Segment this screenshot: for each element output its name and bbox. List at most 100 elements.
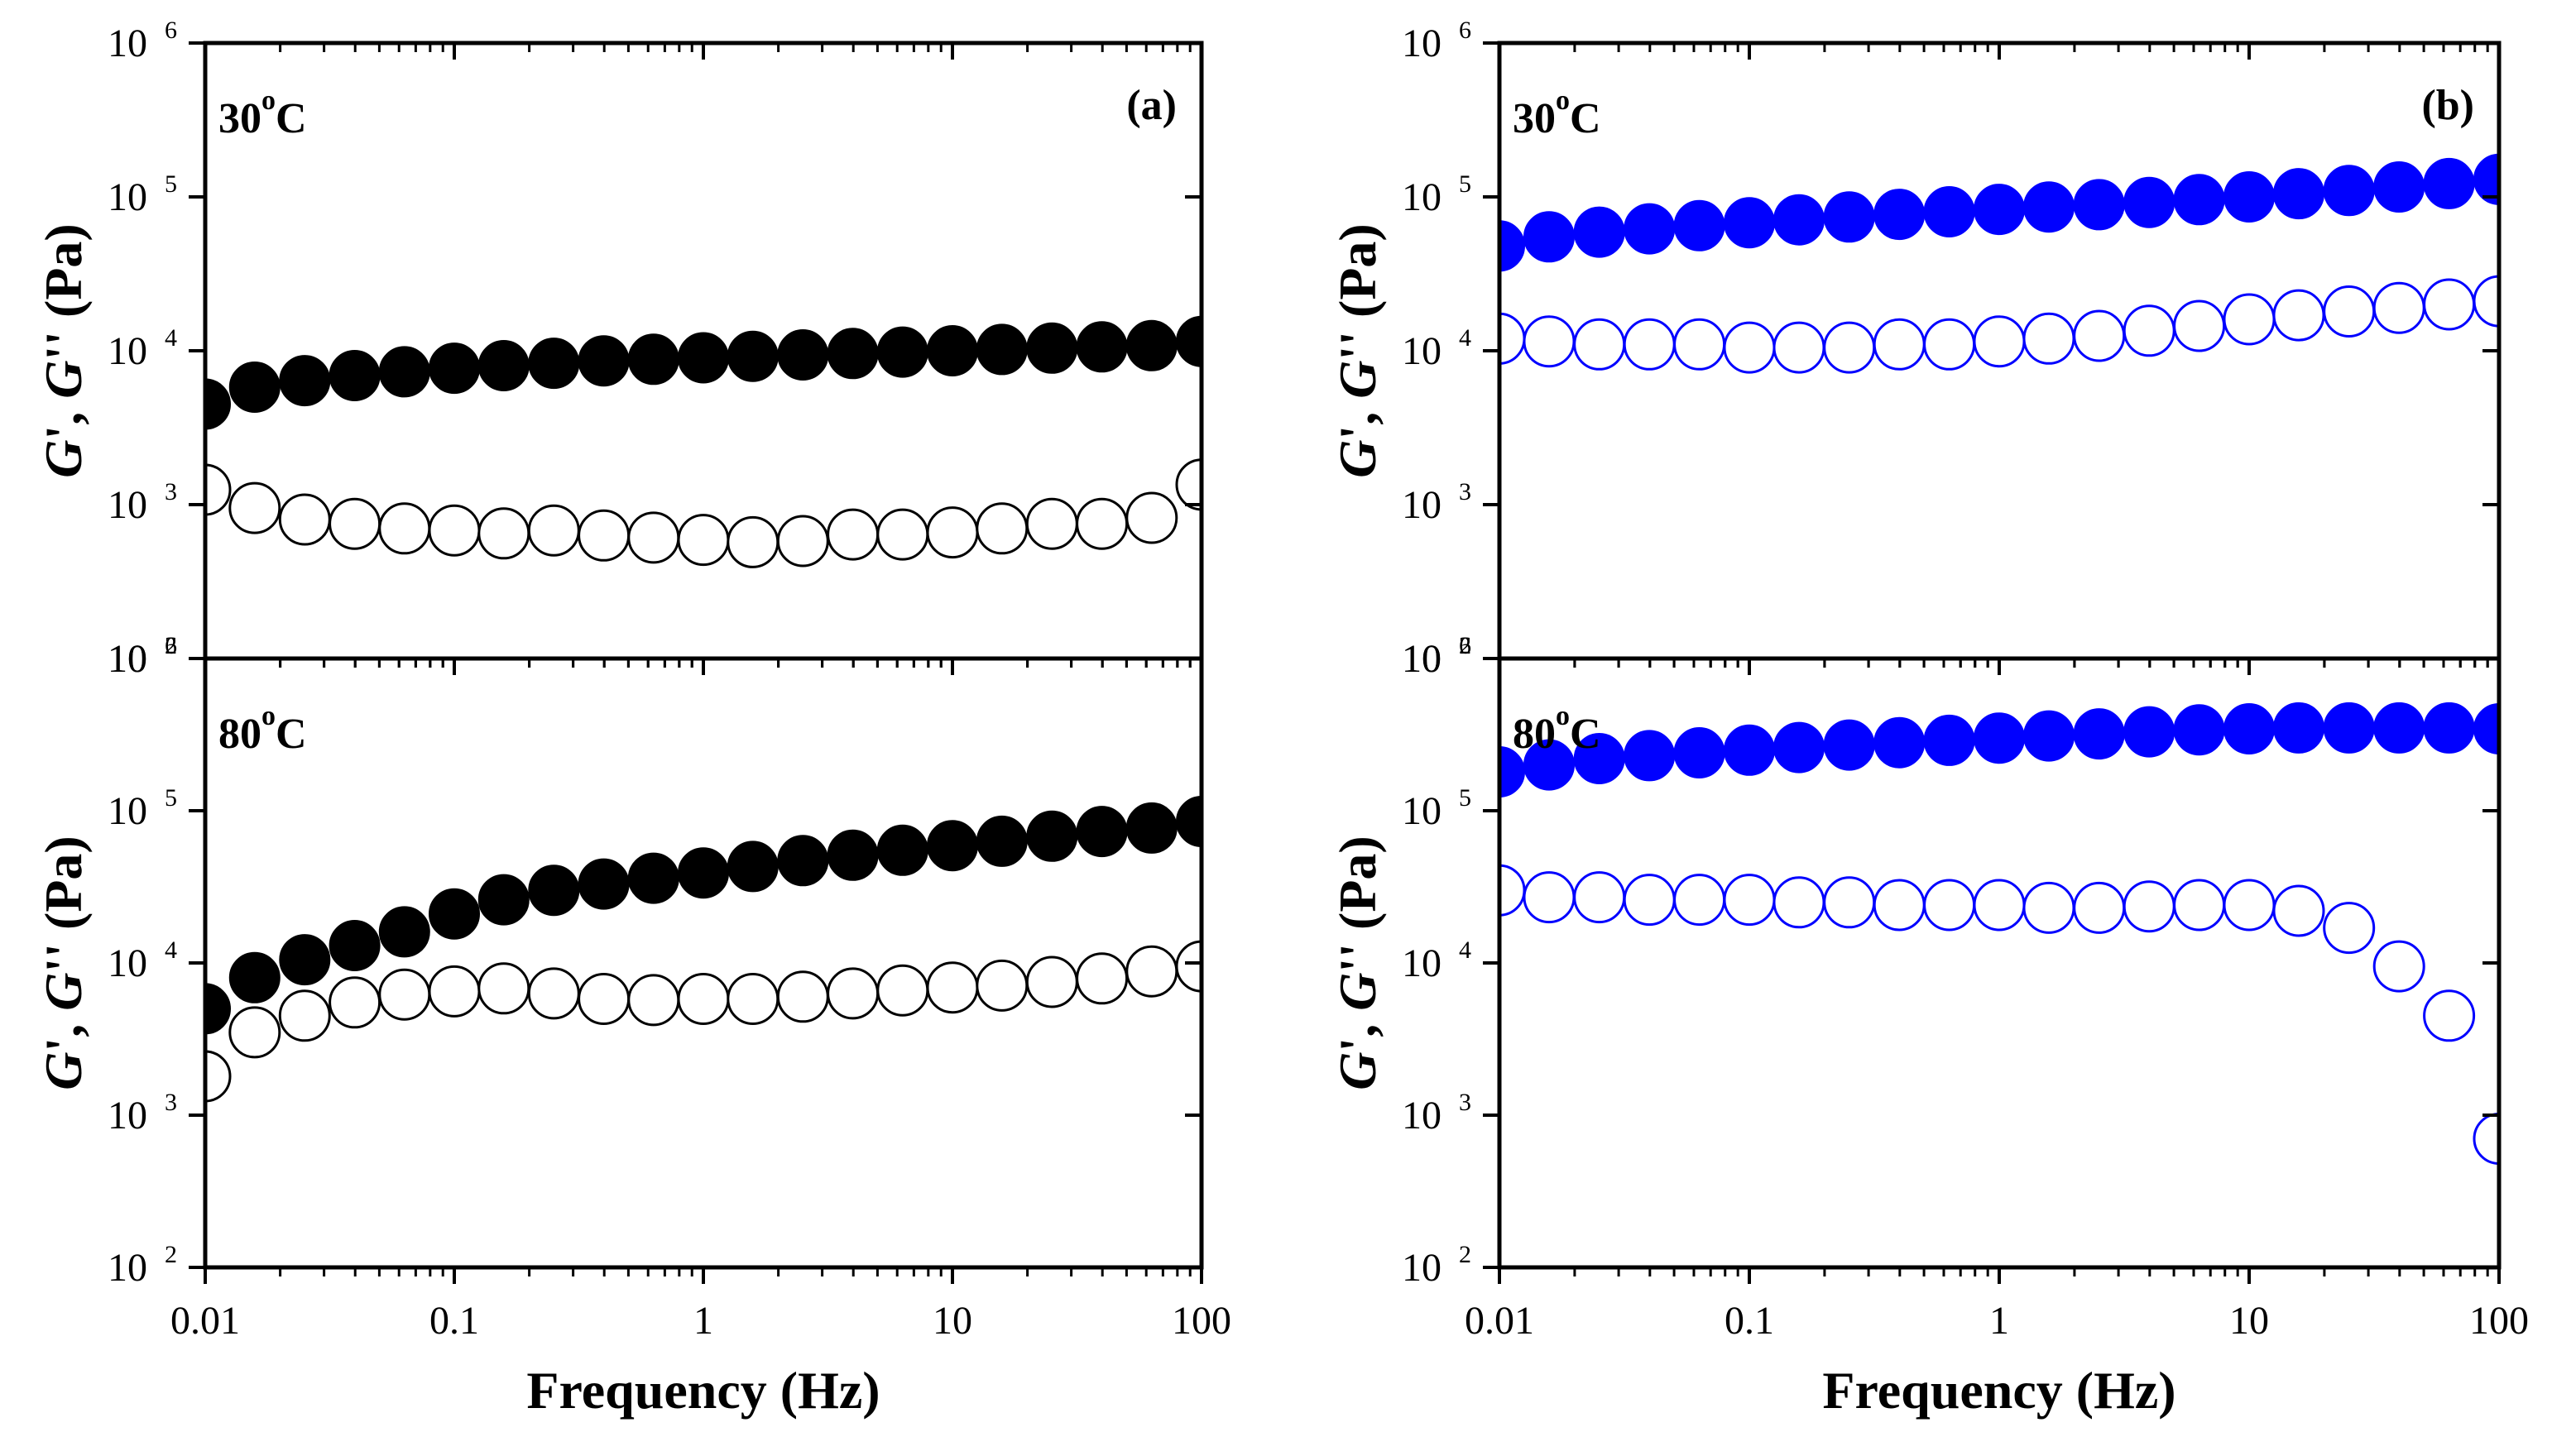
g-prime-marker [1773,721,1825,774]
g-prime-marker [477,340,530,391]
y-axis-title-g: G [1328,440,1387,478]
g-double-prime-marker [776,515,829,568]
g-double-prime-marker [2423,989,2476,1042]
g-double-prime-marker [378,502,431,555]
g-prime-marker [2023,710,2075,762]
y-axis-title: G', G'' (Pa) [1328,223,1387,478]
g-prime-marker [2173,704,2225,756]
x-tick-label: 0.1 [429,1299,479,1343]
y-tick-label: 10 [108,1094,147,1138]
g-prime-marker [528,338,580,390]
g-double-prime-marker [1723,874,1776,927]
g-double-prime-marker [1523,871,1576,924]
y-axis-title-sep: ', [34,399,93,440]
g-prime-marker [205,378,231,430]
y-tick-exponent: 5 [165,170,177,198]
y-axis-title-g2: G [34,973,93,1011]
g-double-prime-marker [428,504,481,557]
g-prime-marker [627,852,679,904]
g-double-prime-marker [1823,321,1876,374]
g-double-prime-marker [727,515,780,568]
g-prime-marker [2223,703,2275,754]
g-double-prime-marker [976,502,1029,555]
y-tick-label: 10 [1402,637,1441,681]
temperature-label: 30oC [1513,85,1601,142]
x-tick-label: 0.01 [1465,1299,1534,1343]
y-tick-exponent: 3 [1459,1089,1471,1116]
temperature-value: 30 [1513,95,1556,142]
y-tick-exponent: 4 [1459,936,1471,964]
y-tick-exponent: 4 [165,936,177,964]
g-double-prime-marker [205,1050,232,1103]
g-double-prime-marker [827,508,880,561]
y-tick-exponent: 5 [1459,170,1471,198]
x-axis-title: Frequency (Hz) [1822,1361,2175,1420]
y-axis-title-end: '' (Pa) [34,223,93,360]
g-double-prime-marker [1673,318,1726,371]
x-tick-label: 1 [693,1299,713,1343]
g-double-prime-marker [1923,879,1976,932]
data-markers [1499,153,2499,374]
g-prime-marker [976,815,1028,867]
g-double-prime-marker [677,973,730,1025]
g-prime-marker [1974,184,2025,236]
y-axis-title-g2: G [34,361,93,399]
y-tick-label: 10 [1402,1094,1441,1138]
g-prime-marker [777,329,829,381]
temperature-label: 30oC [218,85,307,142]
y-axis-title: G', G'' (Pa) [1328,836,1387,1090]
g-prime-marker [2223,171,2275,223]
y-tick-exponent: 6 [165,17,177,44]
g-double-prime-marker [329,976,381,1029]
g-double-prime-marker [228,1006,281,1059]
g-double-prime-marker [1673,874,1726,927]
g-double-prime-marker [2372,281,2425,334]
g-prime-marker [1974,712,2025,764]
g-double-prime-marker [1125,491,1178,544]
g-prime-marker [1873,716,1926,769]
x-tick-label: 0.1 [1725,1299,1774,1343]
g-double-prime-marker [2173,299,2226,352]
y-axis-title-sep: ', [1328,1011,1387,1052]
y-tick-exponent: 5 [1459,784,1471,812]
g-prime-marker [1499,746,1525,797]
x-tick-label: 10 [2229,1299,2269,1343]
g-double-prime-marker [2022,312,2075,365]
y-tick-exponent: 2 [1459,632,1471,659]
g-prime-marker [1624,203,1676,255]
g-double-prime-marker [2123,880,2175,933]
y-tick-label: 10 [108,637,147,681]
y-tick-exponent: 3 [1459,478,1471,505]
g-prime-marker [2073,708,2125,760]
g-double-prime-marker [1772,876,1825,929]
y-tick-exponent: 3 [165,1089,177,1116]
y-tick-label: 10 [1402,789,1441,833]
g-double-prime-marker [627,974,680,1027]
panel-tag: (a) [1126,82,1177,129]
temperature-value: 30 [218,95,261,142]
g-double-prime-marker [1573,318,1626,371]
x-tick-label: 10 [933,1299,972,1343]
g-prime-marker [777,835,829,887]
g-double-prime-marker [876,508,929,561]
y-tick-exponent: 4 [1459,324,1471,352]
temperature-label: 80oC [1513,701,1601,758]
temperature-unit: C [1570,711,1601,758]
data-markers [1499,702,2499,1165]
g-double-prime-marker [1573,871,1626,924]
g-double-prime-marker [1623,874,1676,927]
y-tick-label: 10 [1402,483,1441,527]
y-tick-exponent: 6 [165,632,177,659]
g-double-prime-marker [1772,321,1825,374]
x-axis-title: Frequency (Hz) [526,1361,880,1420]
y-axis-title-g2: G [1328,973,1387,1011]
g-prime-marker [1823,191,1875,243]
g-double-prime-marker [278,989,331,1042]
g-prime-marker [2173,174,2225,226]
g-double-prime-marker [2073,881,2126,934]
g-double-prime-marker [2223,293,2276,346]
g-double-prime-marker [578,509,631,562]
y-tick-exponent: 6 [1459,17,1471,44]
